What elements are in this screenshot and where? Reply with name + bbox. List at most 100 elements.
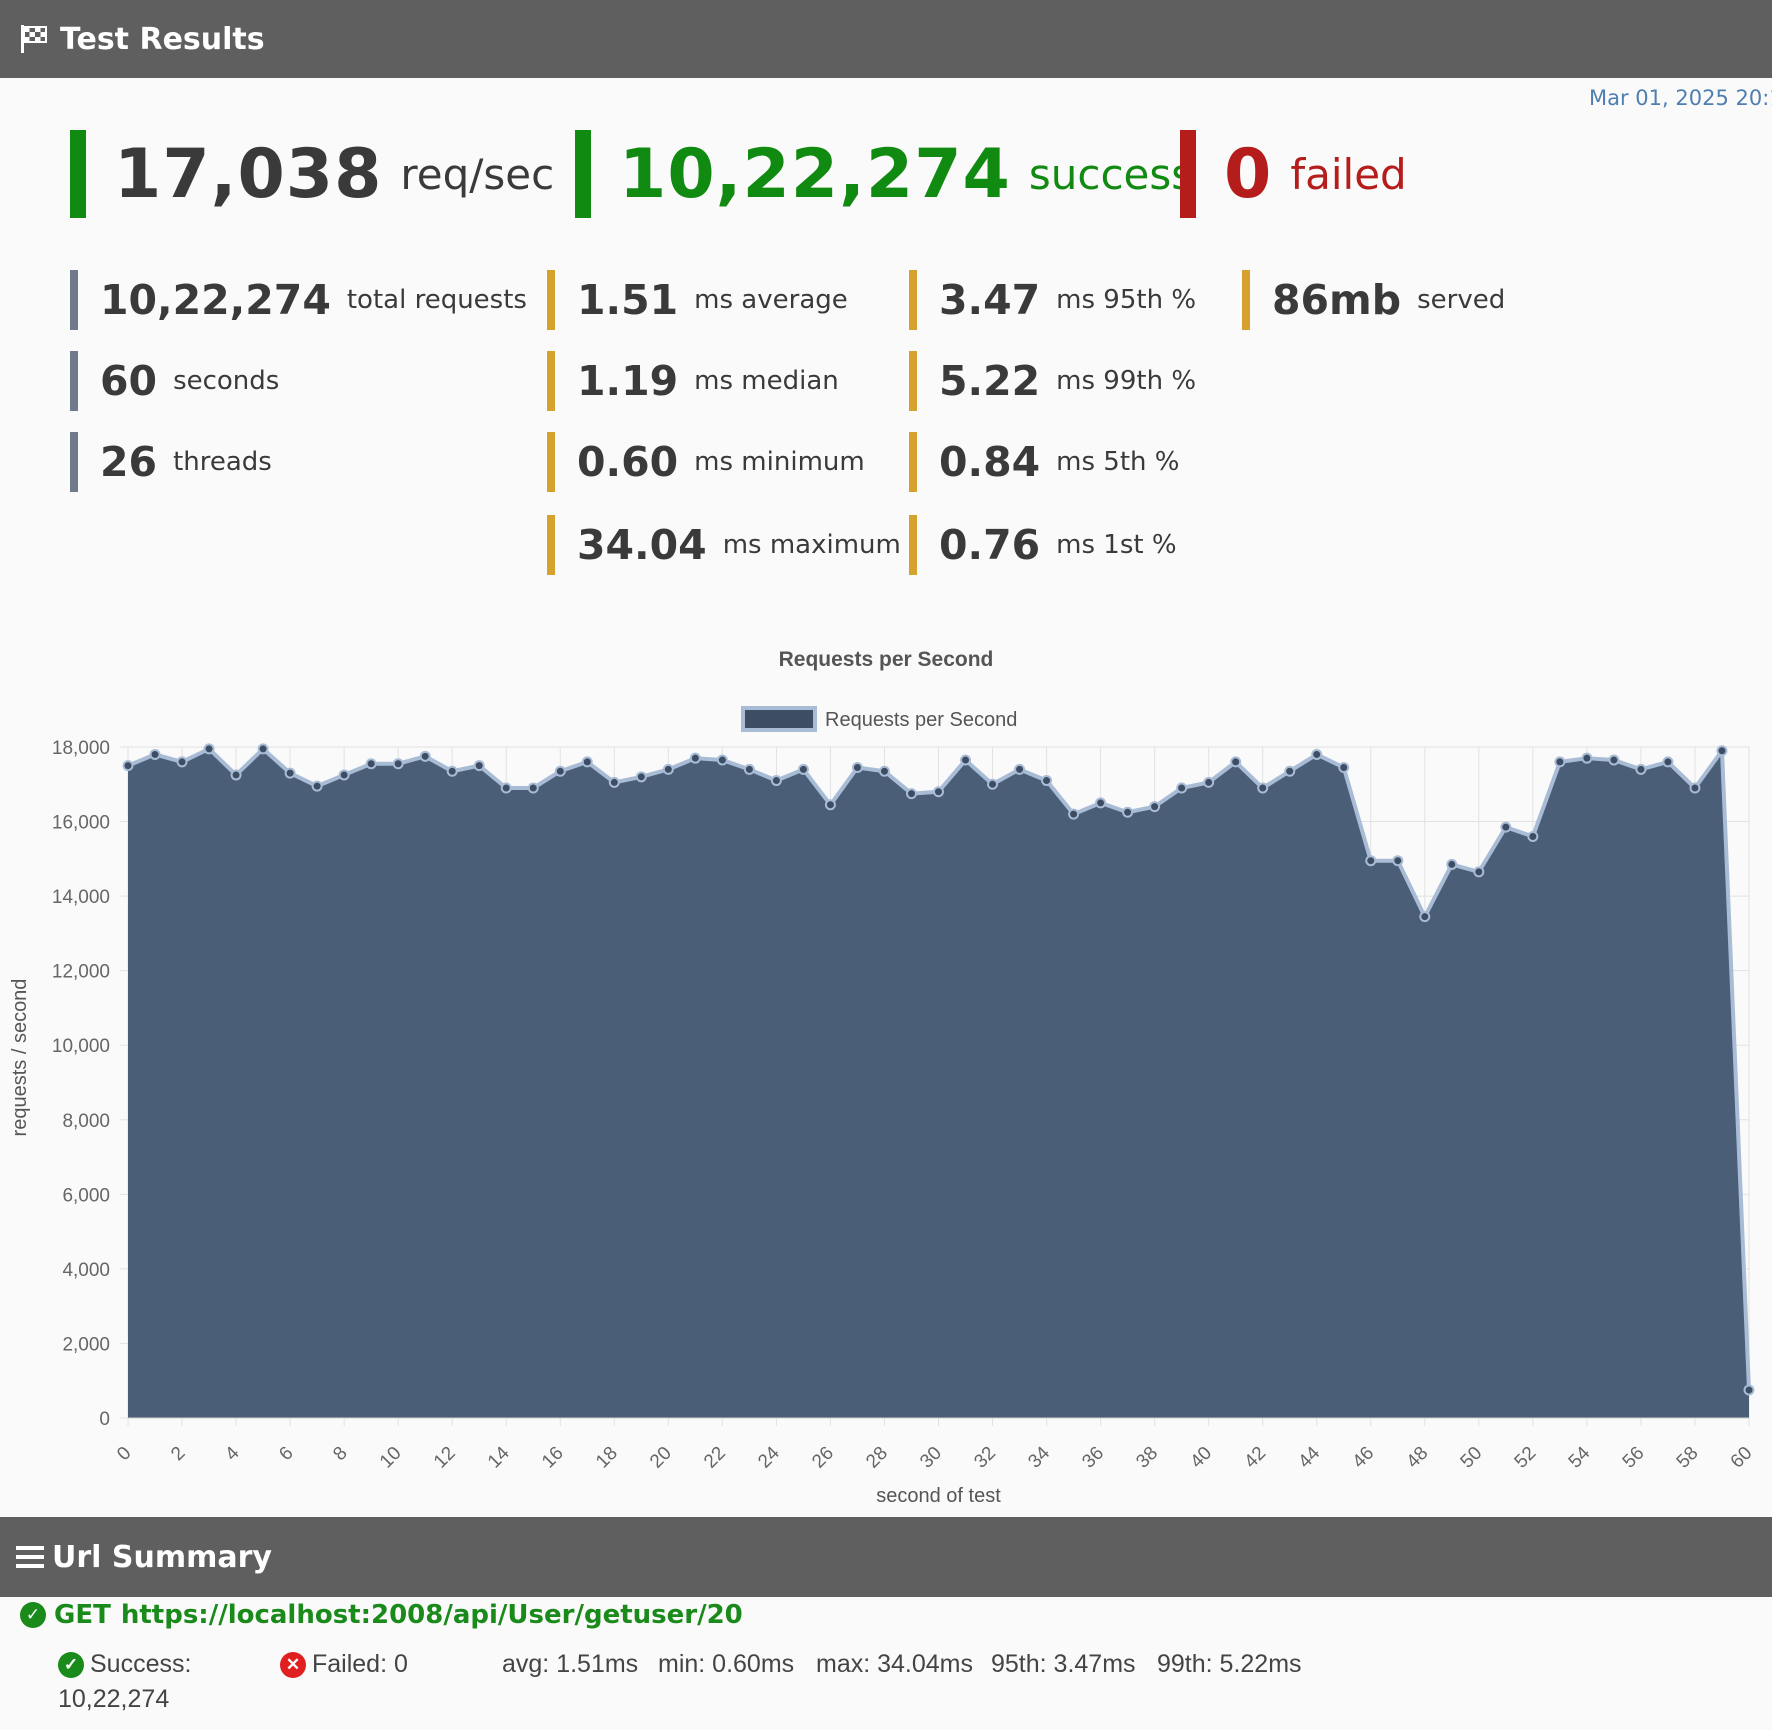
stat-value: 0.76 — [939, 521, 1041, 569]
x-tick-label: 8 — [329, 1443, 351, 1465]
x-tick-label: 42 — [1240, 1443, 1270, 1473]
data-point — [1041, 775, 1053, 787]
data-point — [1743, 1384, 1755, 1396]
stat-bar — [909, 432, 917, 492]
y-tick-label: 10,000 — [52, 1036, 110, 1057]
data-point — [1257, 782, 1269, 794]
data-point — [1230, 756, 1242, 768]
stat-label: ms 5th % — [1056, 447, 1180, 477]
data-point — [933, 786, 944, 798]
data-point — [365, 758, 377, 770]
data-point — [1068, 808, 1080, 820]
results-header: Test Results — [0, 0, 1772, 78]
data-point — [743, 763, 755, 775]
kpi-rps-value: 17,038 — [114, 134, 383, 214]
kpi-failed-value: 0 — [1224, 134, 1273, 214]
y-tick-label: 12,000 — [52, 962, 110, 983]
x-axis-title: second of test — [876, 1485, 1001, 1507]
x-tick-label: 22 — [700, 1443, 730, 1473]
stat-median: 1.19 ms median — [547, 351, 839, 411]
x-tick-label: 48 — [1403, 1443, 1433, 1473]
stat-value: 10,22,274 — [100, 276, 331, 324]
y-tick-label: 6,000 — [62, 1185, 110, 1206]
stat-label: ms maximum — [722, 530, 901, 560]
data-point — [1203, 776, 1215, 788]
x-tick-label: 56 — [1619, 1443, 1649, 1473]
data-point — [851, 762, 863, 774]
stat-label: served — [1417, 285, 1506, 315]
stat-label: ms 99th % — [1056, 366, 1197, 396]
data-point — [662, 763, 674, 775]
data-point — [1338, 762, 1350, 774]
x-circle-icon: ✕ — [280, 1651, 306, 1678]
kpi-rps: 17,038 req/sec — [70, 130, 554, 218]
stat-bar — [1242, 270, 1250, 330]
kpi-failed: 0 failed — [1180, 130, 1407, 218]
stat-p99: 5.22 ms 99th % — [909, 351, 1196, 411]
x-tick-label: 36 — [1078, 1443, 1108, 1473]
stat-label: ms 1st % — [1056, 530, 1177, 560]
series-area — [128, 748, 1749, 1418]
x-tick-label: 28 — [862, 1443, 892, 1473]
x-tick-label: 18 — [592, 1443, 622, 1473]
legend-label: Requests per Second — [825, 709, 1017, 731]
kpi-success-value: 10,22,274 — [619, 134, 1011, 214]
check-circle-icon: ✓ — [58, 1651, 84, 1678]
data-point — [176, 756, 188, 768]
x-tick-label: 16 — [538, 1443, 568, 1473]
data-point — [1284, 765, 1296, 777]
data-point — [338, 769, 350, 781]
data-point — [500, 782, 512, 794]
y-axis-title: requests / second — [9, 979, 31, 1137]
stat-served: 86mb served — [1242, 270, 1505, 330]
x-tick-label: 6 — [275, 1443, 297, 1465]
stat-label: ms median — [694, 366, 839, 396]
data-point — [1716, 745, 1728, 757]
stat-value: 60 — [100, 357, 158, 405]
data-point — [1446, 858, 1458, 870]
kpi-success-label: success — [1028, 149, 1194, 199]
stat-value: 3.47 — [939, 276, 1041, 324]
timestamp: Mar 01, 2025 20:17 — [1589, 86, 1772, 110]
x-tick-label: 4 — [221, 1442, 244, 1465]
y-tick-label: 4,000 — [62, 1260, 110, 1281]
stat-bar — [70, 351, 78, 411]
summary-failed: ✕ Failed: 0 — [280, 1650, 408, 1679]
data-point — [1608, 754, 1620, 766]
data-point — [1500, 821, 1512, 833]
data-point — [1176, 782, 1188, 794]
data-point — [878, 765, 890, 777]
data-point — [1689, 782, 1701, 794]
stat-bar — [547, 270, 555, 330]
stat-threads: 26 threads — [70, 432, 272, 492]
y-tick-label: 2,000 — [62, 1334, 110, 1355]
data-point — [581, 756, 593, 768]
stat-p5: 0.84 ms 5th % — [909, 432, 1180, 492]
stat-seconds: 60 seconds — [70, 351, 279, 411]
url-line[interactable]: ✓ GET https://localhost:2008/api/User/ge… — [20, 1600, 743, 1630]
stat-bar — [70, 270, 78, 330]
stat-label: ms 95th % — [1056, 285, 1197, 315]
stat-value: 0.84 — [939, 438, 1041, 486]
summary-min: min: 0.60ms — [658, 1650, 795, 1678]
data-point — [1149, 801, 1161, 813]
stat-bar — [909, 270, 917, 330]
data-point — [311, 780, 323, 792]
stat-p95: 3.47 ms 95th % — [909, 270, 1196, 330]
kpi-rps-bar — [70, 130, 86, 218]
checkered-flag-icon — [21, 25, 47, 53]
url-link[interactable]: https://localhost:2008/api/User/getuser/… — [120, 1600, 743, 1630]
x-tick-label: 50 — [1457, 1443, 1487, 1473]
data-point — [527, 782, 539, 794]
summary-p95: 95th: 3.47ms — [991, 1650, 1136, 1678]
data-point — [392, 758, 404, 770]
stat-bar — [547, 351, 555, 411]
data-point — [689, 752, 701, 764]
data-point — [1554, 756, 1566, 768]
data-point — [554, 765, 566, 777]
stat-value: 0.60 — [577, 438, 679, 486]
stat-value: 86mb — [1272, 276, 1402, 324]
stat-bar — [547, 515, 555, 575]
stat-minimum: 0.60 ms minimum — [547, 432, 865, 492]
data-point — [1662, 756, 1674, 768]
